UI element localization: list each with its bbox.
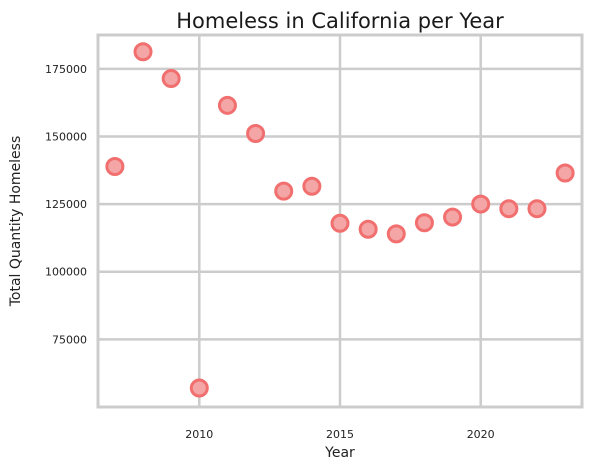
x-tick-label: 2010 — [185, 428, 213, 441]
data-point — [302, 176, 322, 196]
data-point — [471, 194, 491, 214]
data-point — [527, 199, 547, 219]
y-tick-label: 100000 — [45, 266, 87, 279]
grid — [98, 35, 582, 407]
data-point — [555, 163, 575, 183]
data-point — [133, 42, 153, 62]
y-tick-label: 175000 — [45, 63, 87, 76]
x-tick-label: 2015 — [326, 428, 354, 441]
data-point — [217, 95, 237, 115]
x-tick-label: 2020 — [467, 428, 495, 441]
data-point — [358, 219, 378, 239]
y-tick-label: 150000 — [45, 130, 87, 143]
chart-title: Homeless in California per Year — [176, 9, 504, 33]
x-tick-labels: 2010 2015 2020 — [185, 428, 494, 441]
plot-frame — [96, 33, 584, 409]
data-point — [443, 207, 463, 227]
data-point — [414, 213, 434, 233]
y-tick-labels: 75000 100000 125000 150000 175000 — [45, 63, 87, 347]
data-point — [246, 123, 266, 143]
y-axis-label: Total Quantity Homeless — [8, 136, 24, 308]
y-tick-label: 75000 — [52, 333, 87, 346]
data-point — [161, 69, 181, 89]
data-point — [499, 199, 519, 219]
x-axis-label: Year — [324, 445, 355, 461]
data-point — [105, 156, 125, 176]
data-point — [274, 181, 294, 201]
data-point — [330, 213, 350, 233]
data-points — [105, 42, 575, 398]
data-point — [189, 378, 209, 398]
y-tick-label: 125000 — [45, 198, 87, 211]
data-point — [386, 224, 406, 244]
